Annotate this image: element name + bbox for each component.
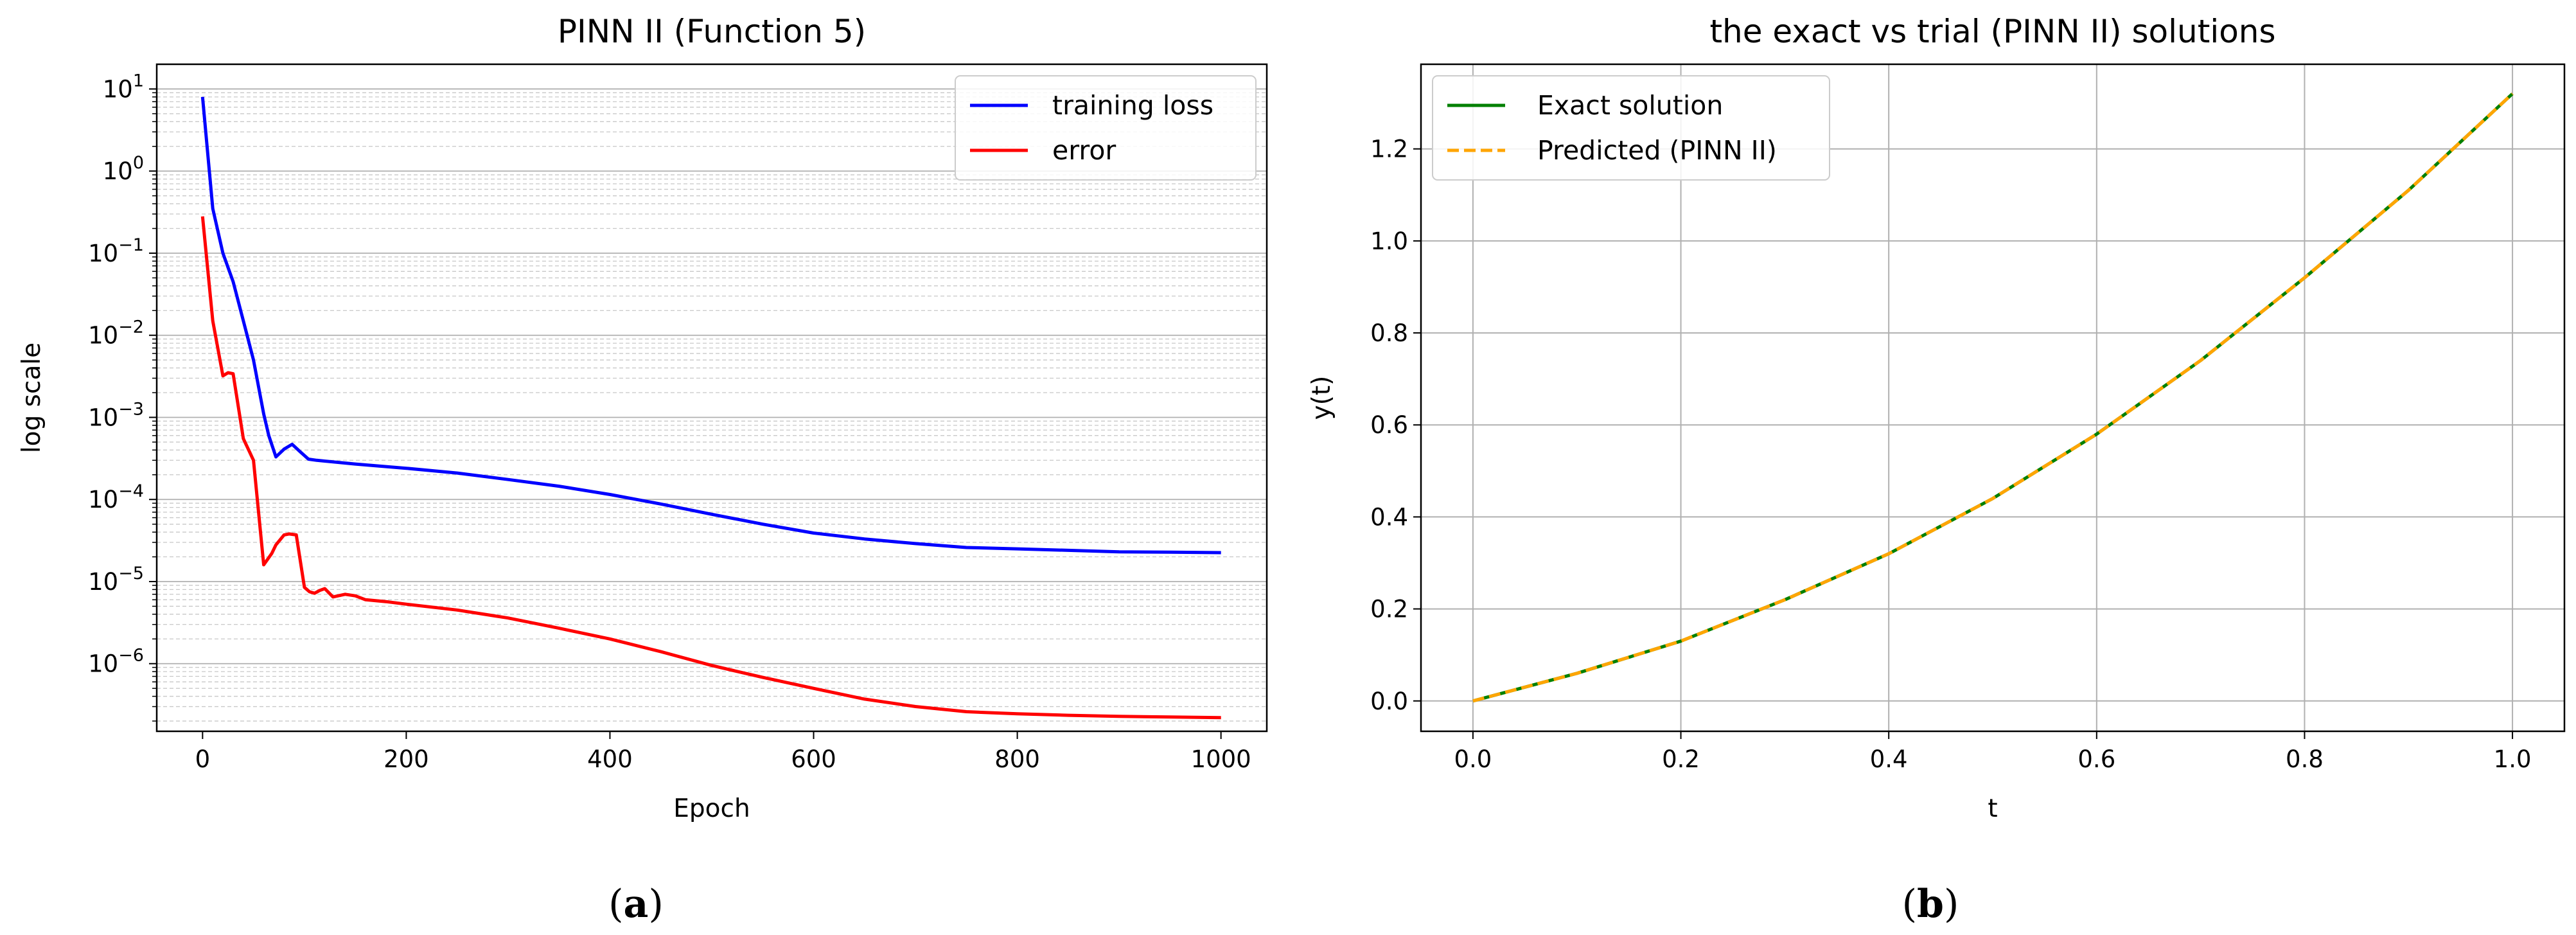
- x-tick-label: 1000: [1191, 745, 1251, 773]
- panel-b-y-axis-label: y(t): [1307, 376, 1336, 420]
- x-tick-label: 800: [994, 745, 1040, 773]
- panel-b-caption-letter: b: [1917, 882, 1944, 927]
- y-tick-label: 0.0: [1370, 688, 1408, 715]
- x-tick-label: 200: [384, 745, 429, 773]
- panel-a-caption-letter: a: [624, 882, 649, 927]
- panel-a-x-ticks: 0 200 400 600 800 1000: [195, 731, 1251, 773]
- panel-a-title: PINN II (Function 5): [558, 13, 866, 50]
- panel-a-plot-frame: [155, 63, 1268, 733]
- panel-a-legend-label-training-loss: training loss: [1052, 90, 1213, 121]
- panel-a-legend-label-error: error: [1052, 135, 1116, 166]
- panel-b-legend-label-exact: Exact solution: [1537, 90, 1723, 121]
- series-line-exact-solution: [1472, 92, 2514, 703]
- panel-b-solution-chart: 0.0 0.2 0.4 0.6 0.8 1.0 0.0 0.2 0.4 0.6 0.8 1.0 1.2…: [1307, 13, 2566, 927]
- x-tick-label: 0.6: [2078, 745, 2115, 773]
- y-tick-label: 10−4: [88, 481, 144, 513]
- x-tick-label: 600: [791, 745, 836, 773]
- y-tick-label: 0.2: [1370, 596, 1408, 623]
- x-tick-label: 0.8: [2286, 745, 2324, 773]
- y-tick-label: 101: [103, 71, 144, 103]
- panel-b-x-axis-label: t: [1988, 794, 1997, 823]
- panel-a-gridlines: [157, 88, 1267, 722]
- series-line-error: [200, 216, 1221, 720]
- panel-a-legend-box: [955, 75, 1257, 181]
- panel-b-series-lines: [1472, 92, 2514, 703]
- panel-a-training-loss-chart: 0 200 400 600 800 1000 101 100 10−1 10−2 10−3 10−4…: [17, 13, 1268, 927]
- panel-a-caption: (a): [608, 882, 664, 927]
- y-tick-label: 10−2: [88, 317, 144, 350]
- y-tick-label: 1.2: [1370, 136, 1408, 163]
- y-tick-label: 10−6: [88, 646, 144, 678]
- series-line-predicted-pinn-ii-: [1472, 92, 2514, 703]
- panel-a-x-axis-label: Epoch: [673, 794, 750, 823]
- panel-b-y-ticks: 0.0 0.2 0.4 0.6 0.8 1.0 1.2: [1370, 136, 1421, 715]
- y-tick-label: 1.0: [1370, 227, 1408, 255]
- y-tick-label: 10−1: [88, 235, 144, 267]
- series-line-training-loss: [200, 96, 1221, 555]
- panel-a-series-lines: [200, 96, 1221, 720]
- panel-b-x-ticks: 0.0 0.2 0.4 0.6 0.8 1.0: [1454, 731, 2532, 773]
- x-tick-label: 0.0: [1454, 745, 1492, 773]
- x-tick-label: 0.4: [1870, 745, 1908, 773]
- y-tick-label: 100: [103, 153, 144, 185]
- panel-b-legend: Exact solution Predicted (PINN II): [1432, 75, 1830, 181]
- panel-b-title: the exact vs trial (PINN II) solutions: [1709, 13, 2275, 50]
- panel-b-plot-frame: [1420, 63, 2566, 733]
- x-tick-label: 1.0: [2494, 745, 2532, 773]
- x-tick-label: 0.2: [1662, 745, 1700, 773]
- x-tick-label: 0: [195, 745, 211, 773]
- panel-b-legend-box: [1432, 75, 1830, 181]
- panel-b-gridlines: [1421, 64, 2564, 731]
- panel-b-caption: (b): [1902, 882, 1959, 927]
- x-tick-label: 400: [587, 745, 633, 773]
- panel-a-y-ticks: 101 100 10−1 10−2 10−3 10−4 10−5 10−6: [88, 71, 157, 722]
- y-tick-label: 0.4: [1370, 503, 1408, 531]
- panel-a-y-axis-label: log scale: [17, 343, 46, 453]
- panel-b-legend-label-predicted: Predicted (PINN II): [1537, 135, 1777, 166]
- y-tick-label: 10−3: [88, 399, 144, 431]
- y-tick-label: 0.6: [1370, 411, 1408, 439]
- y-tick-label: 0.8: [1370, 319, 1408, 347]
- y-tick-label: 10−5: [88, 564, 144, 596]
- panel-a-legend: training loss error: [955, 75, 1257, 181]
